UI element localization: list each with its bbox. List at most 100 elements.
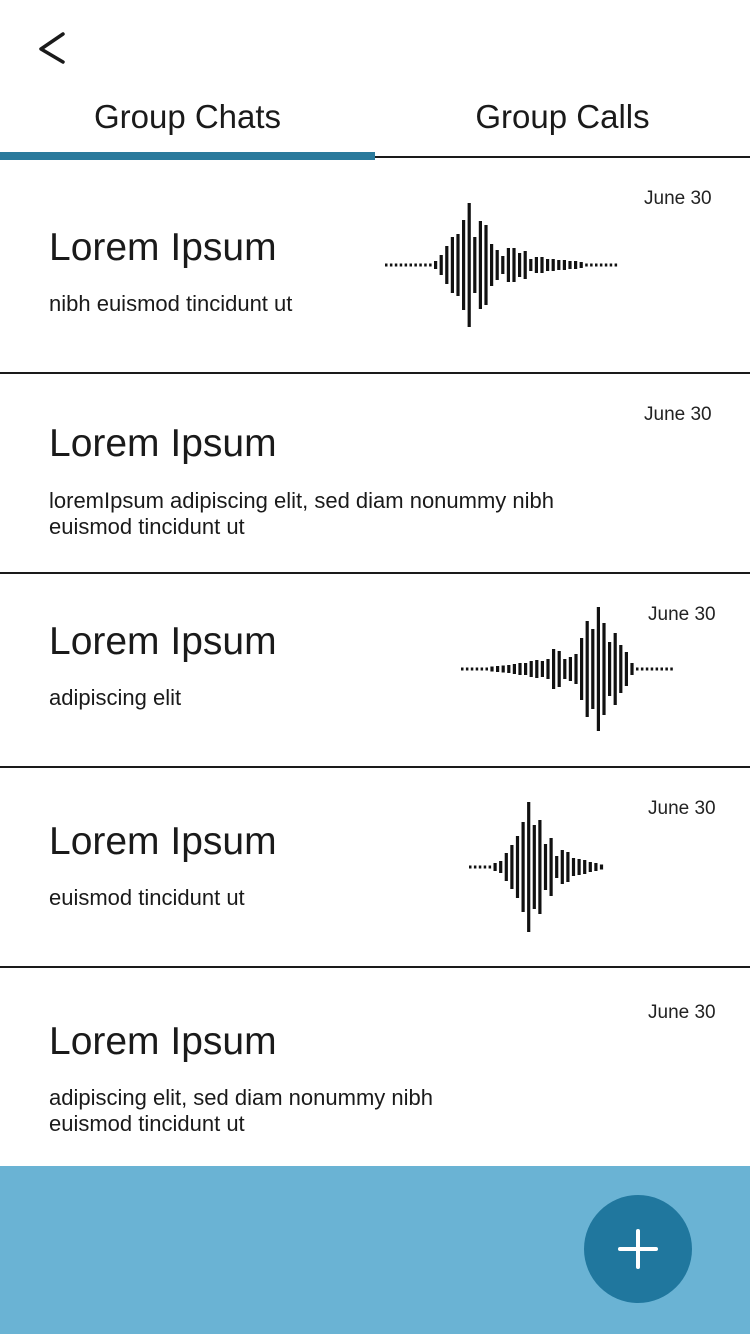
tab-group-chats[interactable]: Group Chats <box>0 78 375 156</box>
waveform-bar <box>429 263 432 267</box>
waveform-bar <box>469 865 472 869</box>
waveform-bar <box>555 856 559 878</box>
waveform-bar <box>473 237 477 293</box>
tab-group-calls-label: Group Calls <box>475 98 650 135</box>
chat-preview: adipiscing elit <box>49 685 182 710</box>
waveform-bar <box>579 262 583 268</box>
tab-group-chats-label: Group Chats <box>93 98 282 135</box>
waveform-bar <box>540 661 544 677</box>
chat-list-item[interactable]: Lorem Ipsum euismod tincidunt ut June 30 <box>0 768 750 968</box>
waveform-bar <box>483 865 487 869</box>
waveform-bar <box>543 844 548 890</box>
waveform-bar <box>534 257 538 273</box>
waveform-bar <box>419 263 422 267</box>
waveform-bar <box>566 852 570 882</box>
new-chat-button[interactable] <box>584 1195 692 1303</box>
waveform-bar <box>521 822 525 912</box>
waveform-bar <box>563 659 567 679</box>
chat-list-item[interactable]: Lorem Ipsum loremIpsum adipiscing elit, … <box>0 374 750 574</box>
tab-group-calls[interactable]: Group Calls <box>375 78 750 156</box>
chat-date: June 30 <box>648 604 716 625</box>
waveform-bar <box>604 263 608 267</box>
waveform-bar <box>414 263 417 267</box>
waveform-bar <box>467 203 471 327</box>
waveform-bar <box>506 248 510 282</box>
chat-title: Lorem Ipsum <box>49 422 277 465</box>
waveform-bar <box>571 858 576 876</box>
waveform-bar <box>496 666 500 672</box>
waveform-bar <box>450 237 454 293</box>
waveform-bar <box>596 607 600 731</box>
waveform-bar <box>583 860 587 874</box>
waveform-bar <box>588 862 592 872</box>
waveform-bar <box>490 666 494 672</box>
waveform-bar <box>630 663 634 675</box>
waveform-bar <box>599 263 603 267</box>
chat-list-item[interactable]: Lorem Ipsum nibh euismod tincidunt ut Ju… <box>0 158 750 374</box>
waveform-bar <box>507 665 511 673</box>
chat-preview: loremIpsum adipiscing elit, sed diam non… <box>49 488 649 540</box>
waveform-bar <box>608 642 612 696</box>
waveform-bar <box>485 667 488 671</box>
chat-list-item[interactable]: Lorem Ipsum adipiscing elit, sed diam no… <box>0 968 750 1166</box>
waveform-bar <box>512 664 516 674</box>
waveform-bar <box>501 665 505 673</box>
audio-waveform-icon[interactable] <box>382 200 632 330</box>
waveform-bar <box>660 667 663 671</box>
waveform-bar <box>602 623 606 715</box>
waveform-bar <box>439 255 443 275</box>
waveform-bar <box>499 861 503 873</box>
audio-waveform-icon[interactable] <box>466 799 616 935</box>
chat-preview: adipiscing elit, sed diam nonummy nibh e… <box>49 1085 649 1137</box>
waveform-bar <box>538 820 542 914</box>
waveform-bar <box>501 256 505 274</box>
chat-date: June 30 <box>644 188 712 209</box>
chat-list-item[interactable]: Lorem Ipsum adipiscing elit June 30 <box>0 574 750 768</box>
waveform-bar <box>557 651 561 687</box>
waveform-bar <box>461 667 464 671</box>
waveform-bar <box>568 261 572 269</box>
waveform-bar <box>518 253 522 277</box>
waveform-bar <box>546 659 550 679</box>
chat-title: Lorem Ipsum <box>49 226 277 269</box>
waveform-bar <box>409 263 412 267</box>
waveform-bar <box>490 244 494 286</box>
waveform-bar <box>475 667 479 671</box>
back-button[interactable] <box>32 28 76 72</box>
chat-preview: euismod tincidunt ut <box>49 885 245 910</box>
waveform-bar <box>512 248 516 282</box>
waveform-bar <box>599 864 604 870</box>
tab-bar: Group Chats Group Calls <box>0 78 750 160</box>
waveform-bar <box>562 260 566 270</box>
waveform-bar <box>478 221 482 309</box>
plus-icon <box>618 1229 658 1269</box>
waveform-bar <box>549 838 553 896</box>
waveform-bar <box>504 853 508 881</box>
waveform-bar <box>484 225 488 305</box>
waveform-bar <box>462 220 466 310</box>
waveform-bar <box>577 859 581 875</box>
waveform-bar <box>655 667 659 671</box>
chat-title: Lorem Ipsum <box>49 820 277 863</box>
waveform-bar <box>546 259 550 271</box>
waveform-bar <box>495 250 499 280</box>
chat-date: June 30 <box>648 1002 716 1023</box>
waveform-bar <box>394 263 398 267</box>
waveform-bar <box>574 261 578 269</box>
waveform-bar <box>488 865 492 869</box>
active-tab-indicator <box>0 152 375 160</box>
chat-preview-line: loremIpsum adipiscing elit, sed diam non… <box>49 488 555 513</box>
audio-waveform-icon[interactable] <box>458 604 674 734</box>
waveform-bar <box>465 667 469 671</box>
waveform-bar <box>524 663 528 675</box>
chevron-left-icon <box>39 32 65 64</box>
waveform-bar <box>385 263 388 267</box>
waveform-bar <box>470 667 474 671</box>
chat-preview-line: adipiscing elit, sed diam nonummy nibh <box>49 1085 433 1110</box>
chat-date: June 30 <box>644 404 712 425</box>
waveform-bar <box>523 251 527 279</box>
waveform-bar <box>594 863 598 871</box>
waveform-bar <box>480 667 484 671</box>
waveform-bar <box>585 263 588 267</box>
